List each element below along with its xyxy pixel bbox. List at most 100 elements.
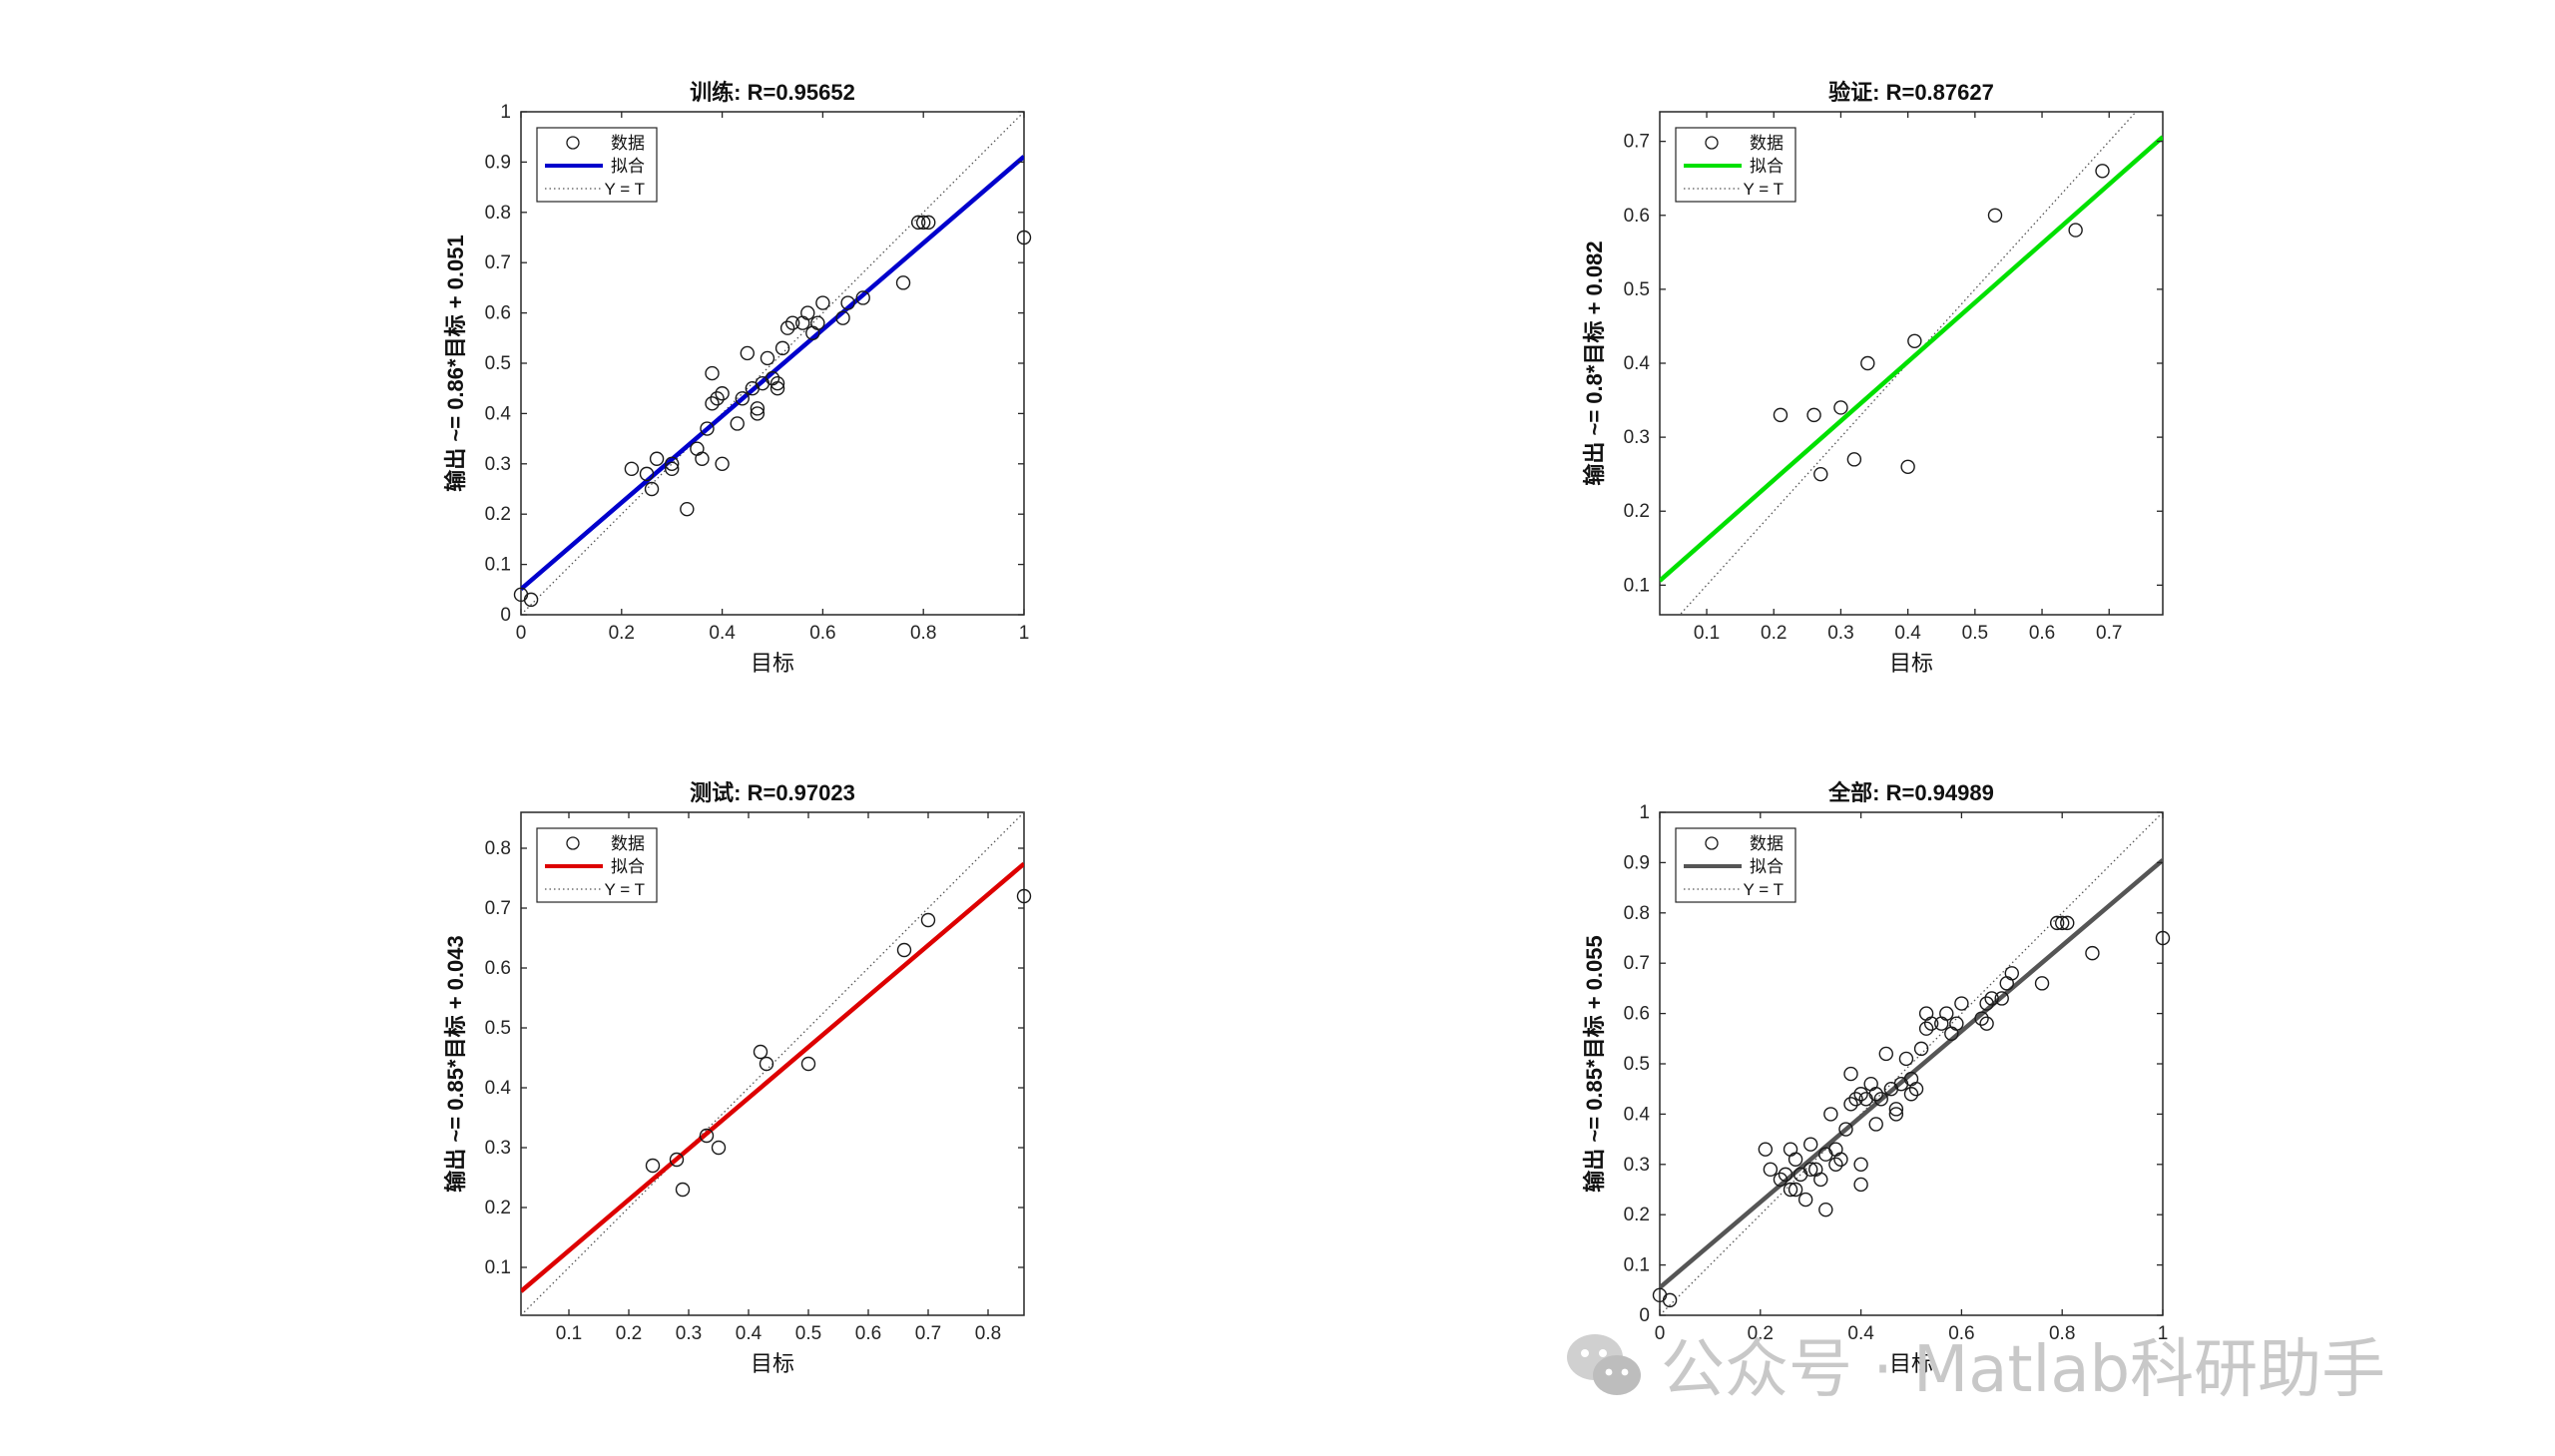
data-point [1828,1157,1843,1173]
data-point [800,305,815,320]
y-tick-label: 0 [1639,1305,1650,1326]
x-tick-label: 0.4 [736,1323,763,1344]
y-tick-label: 0.3 [485,454,511,475]
y-axis-label: 输出 ~= 0.85*目标 + 0.055 [1582,935,1607,1192]
data-point [523,592,539,608]
data-point [784,315,800,330]
y-tick-label: 0.6 [485,303,511,324]
y-tick-label: 0.1 [1624,1255,1650,1276]
data-point [810,315,825,330]
x-axis-label: 目标 [1889,1351,1933,1376]
legend-marker-data [566,836,580,850]
data-point [1908,1081,1924,1097]
data-point [1016,230,1032,245]
fit-line [1660,858,2163,1289]
data-point [1773,407,1788,423]
y-tick-label: 0.9 [485,152,511,173]
y-tick-label: 0.2 [1624,1205,1650,1225]
data-point [1900,459,1915,474]
data-point [2060,915,2075,931]
legend-label: Y = T [1744,180,1784,199]
legend-label: 数据 [1750,834,1784,853]
y-tick-label: 0.6 [485,958,511,979]
data-point [1662,1292,1678,1308]
y-tick-label: 0.1 [1624,575,1650,596]
watermark: 公众号 · Matlab科研助手 [1565,1319,2385,1409]
data-point [1838,1122,1853,1137]
data-point [769,381,785,396]
data-point [921,215,936,231]
fit-line [1660,135,2163,583]
data-point [835,310,850,325]
x-tick-label: 0.6 [1948,1323,1974,1344]
x-tick-label: 0.5 [1962,623,1988,644]
data-point [750,406,766,421]
y-tick-label: 0.9 [1624,852,1650,873]
data-point [1853,1177,1868,1193]
y-tick-label: 0.8 [485,203,511,224]
x-tick-label: 1 [2158,1323,2169,1344]
data-point [769,375,785,391]
chart-1: 0 0.2 0.4 0.6 0.8 1 0 0.1 0.2 0.3 0.4 0.5 0.6 0.7 0.8 0… [443,80,1032,676]
x-tick-label: 0 [1655,1323,1666,1344]
y-tick-label: 0.4 [1624,1104,1651,1125]
x-tick-label: 0.7 [2096,623,2122,644]
data-point [1984,991,1999,1006]
x-tick-label: 0.3 [676,1323,702,1344]
data-point [1878,1046,1894,1062]
x-tick-label: 1 [1019,623,1030,644]
data-point [2085,945,2100,961]
wechat-icon [1567,1334,1641,1395]
data-point [1974,1011,1989,1026]
data-point [895,275,911,290]
x-tick-label: 0.3 [1827,623,1853,644]
data-point [711,1140,727,1156]
data-point [1773,1172,1788,1188]
data-point [1818,1202,1833,1217]
data-point [2054,915,2070,931]
data-point [1846,452,1862,467]
chart-title: 测试: R=0.97023 [690,780,855,805]
legend-label: 拟合 [611,857,645,876]
x-tick-label: 0.1 [556,1323,582,1344]
y-tick-label: 0.7 [485,898,511,919]
data-point [1823,1107,1838,1122]
data-point [1802,1137,1818,1152]
data-point [1954,996,1969,1011]
chart-title: 验证: R=0.87627 [1828,80,1994,105]
data-point [695,451,710,466]
legend-marker-data [566,136,580,150]
data-point [910,215,926,231]
data-point [1813,466,1828,482]
y-tick-label: 0.7 [1624,132,1650,153]
x-tick-label: 0.5 [795,1323,821,1344]
x-tick-label: 0.4 [1847,1323,1874,1344]
y-tick-label: 0.3 [485,1138,511,1159]
y-tick-label: 0.2 [485,1198,511,1218]
y-tick-label: 0.1 [485,1257,511,1278]
y-tick-label: 0.6 [1624,206,1650,227]
chart-3: 0.1 0.2 0.3 0.4 0.5 0.6 0.7 0.8 0.1 0.2 0.3 0.4 0.5 0… [443,780,1032,1376]
watermark-text: 公众号 · Matlab科研助手 [1661,1333,2386,1407]
x-tick-label: 0.4 [709,623,736,644]
data-point [1853,1157,1868,1173]
y-tick-label: 0 [500,605,511,626]
y-tick-label: 0.7 [485,252,511,273]
x-tick-label: 0.2 [1748,1323,1774,1344]
y-tick-label: 0.2 [1624,501,1650,522]
data-point [1979,996,1994,1011]
legend-label: 数据 [611,134,645,153]
data-point [855,290,870,305]
fit-line [521,155,1024,592]
data-point [800,1056,816,1072]
y-tick-label: 0.6 [1624,1004,1650,1025]
data-point [1939,1006,1954,1021]
y-axis-label: 输出 ~= 0.8*目标 + 0.082 [1582,241,1607,485]
data-point [759,1056,774,1072]
data-point [730,416,745,431]
data-point [1907,333,1922,348]
data-point [705,365,720,381]
data-point [2034,976,2050,991]
data-point [1016,888,1032,904]
